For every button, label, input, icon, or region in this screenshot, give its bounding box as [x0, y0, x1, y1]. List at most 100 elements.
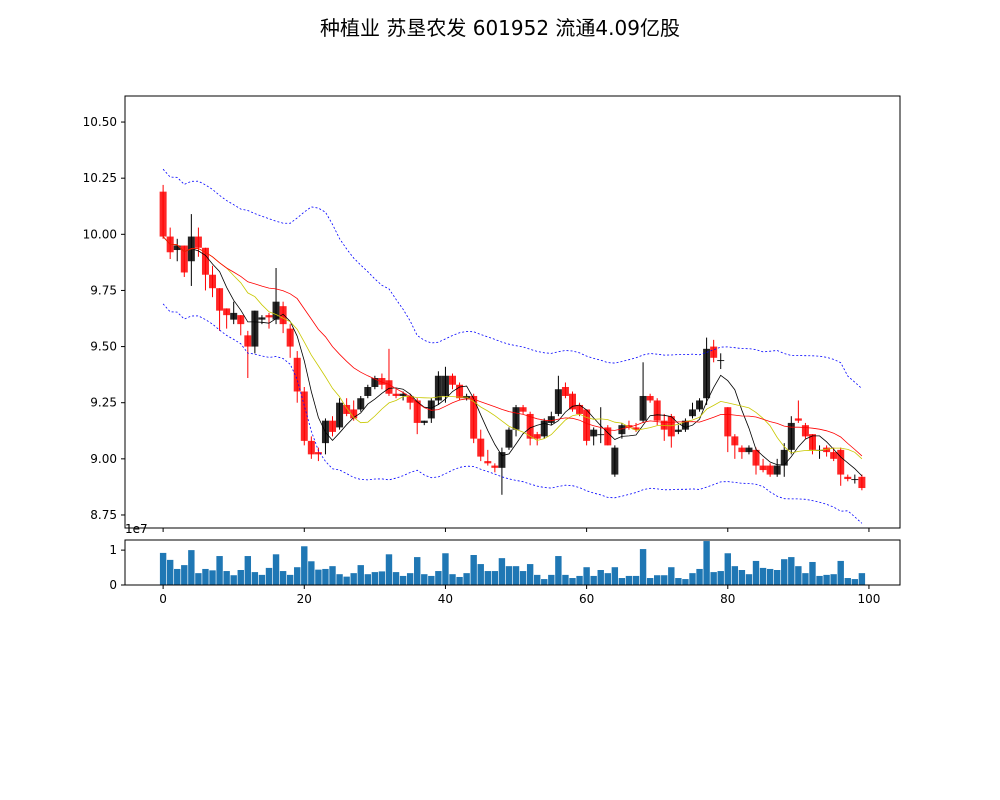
volume-bar — [682, 579, 689, 585]
volume-bar — [279, 571, 287, 585]
y-tick-label: 9.75 — [90, 283, 117, 297]
candle-body — [505, 429, 513, 448]
candle-body — [413, 400, 421, 423]
x-tick-label: 40 — [438, 592, 453, 606]
volume-bar — [378, 571, 386, 585]
price-axes-frame — [124, 95, 901, 529]
volume-bar — [809, 561, 816, 585]
volume-bar — [230, 575, 237, 585]
volume-bar — [851, 579, 859, 585]
candle-body — [653, 400, 661, 421]
volume-bar — [265, 567, 273, 585]
volume-bar — [258, 574, 266, 585]
candle-body — [696, 400, 704, 410]
candle-body — [434, 375, 442, 401]
candle-body — [590, 429, 598, 437]
volume-bar — [414, 557, 421, 585]
y-tick-label: 10.25 — [83, 171, 117, 185]
candle-body — [173, 245, 181, 251]
volume-bar — [505, 566, 513, 585]
volume-bar — [195, 573, 202, 585]
candle-body — [540, 420, 548, 437]
y-tick-label: 9.50 — [90, 340, 117, 354]
volume-bar — [562, 574, 569, 585]
volume-bar — [689, 573, 696, 585]
candle-body — [583, 409, 591, 441]
candle-body — [456, 384, 464, 399]
volume-bar — [336, 574, 343, 585]
volume-bar — [174, 568, 181, 585]
volume-bar — [766, 568, 774, 585]
volume-bar — [209, 570, 216, 585]
y-tick-label: 9.00 — [90, 452, 117, 466]
volume-bar — [802, 573, 809, 585]
volume-bar — [576, 575, 583, 585]
candle-body — [576, 404, 584, 414]
candle-body — [307, 440, 315, 455]
candle-body — [703, 348, 711, 399]
volume-bar — [844, 578, 851, 585]
candle-body — [533, 434, 541, 439]
volume-bar — [357, 565, 364, 585]
volume-bar — [251, 572, 259, 585]
candle-body — [526, 413, 534, 439]
volume-bar — [590, 575, 597, 585]
candle-body — [547, 416, 555, 423]
volume-bar — [569, 578, 576, 585]
candle-body — [237, 315, 245, 325]
volume-bar — [308, 561, 315, 585]
candle-body — [216, 288, 224, 311]
candle-body — [286, 328, 294, 347]
candle-body — [681, 420, 689, 430]
volume-bar — [322, 568, 329, 585]
x-tick-label: 80 — [720, 592, 735, 606]
volume-bar — [435, 571, 442, 585]
candle-body — [251, 310, 259, 347]
volume-bar — [653, 575, 661, 585]
candle-body — [265, 315, 273, 318]
candle-body — [314, 452, 322, 455]
candle-body — [646, 395, 654, 401]
volume-bar — [583, 567, 590, 585]
volume-bar — [272, 554, 280, 585]
volume-bar — [491, 571, 499, 585]
volume-bar — [343, 576, 350, 585]
volume-bar — [329, 566, 336, 585]
volume-bar — [625, 575, 633, 585]
x-tick-label: 0 — [159, 592, 167, 606]
candle-body — [801, 425, 809, 437]
candle-body — [724, 407, 732, 437]
volume-bar — [477, 564, 484, 585]
candle-body — [660, 420, 668, 430]
price-axes: 8.75 9.00 9.25 9.50 9.75 10.00 10.25 10.50 — [83, 95, 901, 532]
candle-body — [561, 386, 569, 396]
candle-body — [477, 438, 485, 457]
volume-bar — [315, 569, 322, 585]
volume-bar — [710, 572, 717, 585]
bollinger-lower-line — [162, 303, 863, 524]
candle-body — [399, 393, 407, 396]
candle-body — [618, 425, 626, 435]
volume-bar — [717, 571, 724, 585]
candle-body — [568, 393, 576, 410]
volume-bar — [555, 556, 562, 585]
volume-bar — [632, 575, 640, 585]
candle-body — [244, 335, 252, 347]
volume-bar — [675, 578, 682, 585]
volume-bar — [639, 549, 647, 585]
volume-bar — [392, 572, 400, 585]
candle-body — [293, 357, 301, 392]
candle-body — [378, 378, 386, 385]
candle-body — [752, 449, 760, 466]
candle-body — [731, 436, 739, 446]
candle-body — [512, 407, 520, 430]
candle-body — [830, 452, 838, 459]
volume-bar — [421, 574, 428, 585]
ma10-line — [162, 236, 863, 460]
volume-axes-frame — [124, 539, 901, 586]
candle-body — [300, 391, 308, 441]
volume-bar — [611, 567, 619, 585]
volume-bar — [696, 568, 703, 585]
volume-bar — [738, 570, 746, 585]
